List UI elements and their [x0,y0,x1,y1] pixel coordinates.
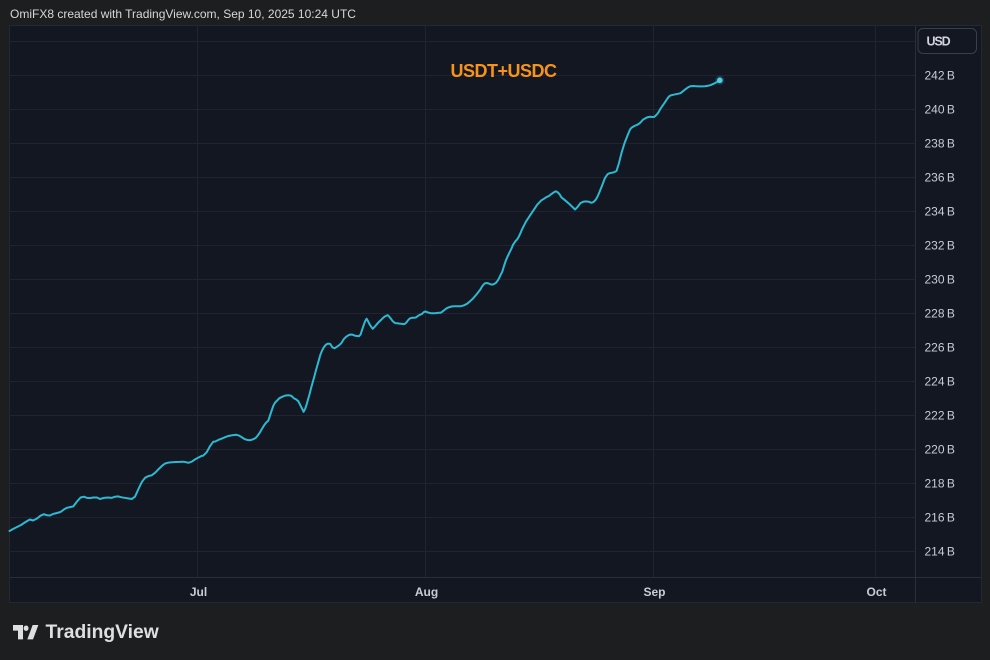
svg-text:OmiFX8 created with TradingVie: OmiFX8 created with TradingView.com, Sep… [10,7,356,21]
svg-text:USDT+USDC: USDT+USDC [451,61,558,81]
svg-text:216 B: 216 B [925,511,955,525]
svg-text:USD: USD [927,35,951,49]
svg-text:Sep: Sep [643,585,665,599]
svg-text:232 B: 232 B [925,239,955,253]
svg-text:222 B: 222 B [925,409,955,423]
svg-text:224 B: 224 B [925,375,955,389]
svg-text:220 B: 220 B [925,443,955,457]
svg-text:238 B: 238 B [925,137,955,151]
svg-text:236 B: 236 B [925,171,955,185]
svg-text:218 B: 218 B [925,477,955,491]
svg-text:230 B: 230 B [925,273,955,287]
svg-text:TradingView: TradingView [46,622,160,643]
svg-text:Oct: Oct [866,585,886,599]
svg-text:Aug: Aug [415,585,438,599]
svg-text:Jul: Jul [190,585,207,599]
svg-text:226 B: 226 B [925,341,955,355]
svg-text:240 B: 240 B [925,103,955,117]
svg-text:234 B: 234 B [925,205,955,219]
svg-text:242 B: 242 B [925,69,955,83]
svg-text:214 B: 214 B [925,545,955,559]
svg-text:228 B: 228 B [925,307,955,321]
